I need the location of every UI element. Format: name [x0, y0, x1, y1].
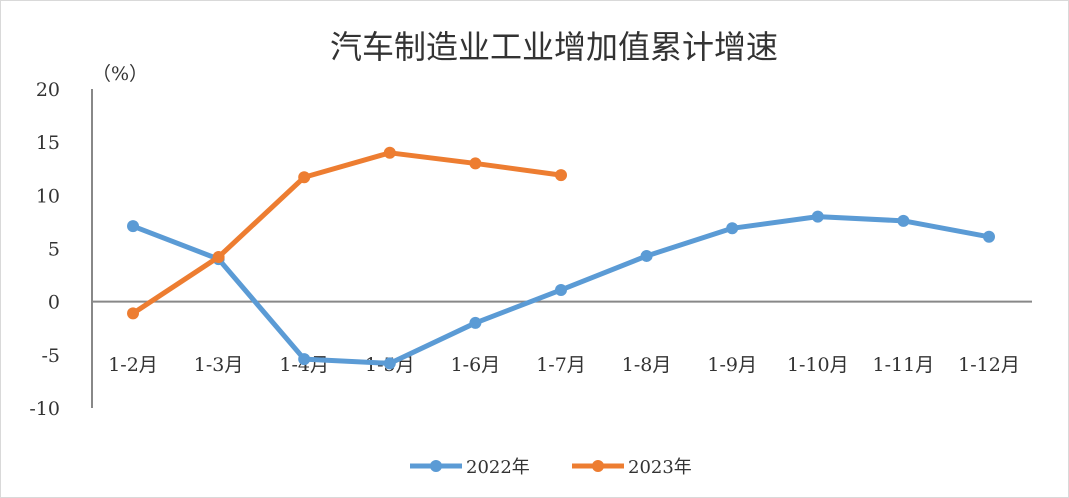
data-point [469, 316, 482, 329]
data-point [983, 230, 995, 243]
y-tick-label: 10 [36, 185, 60, 207]
data-point [640, 249, 653, 262]
legend-item: 2023年 [572, 457, 692, 478]
x-tick-label: 1-9月 [707, 354, 757, 376]
x-tick-label: 1-6月 [451, 354, 501, 376]
data-point [298, 353, 311, 366]
data-point [469, 157, 482, 170]
data-point [298, 171, 311, 184]
x-tick-label: 1-3月 [194, 354, 244, 376]
data-point [383, 146, 396, 159]
legend-marker [592, 460, 604, 472]
data-point [127, 220, 139, 233]
data-point [127, 307, 139, 320]
legend-item: 2022年 [410, 457, 530, 478]
series-line-2023年 [131, 150, 562, 316]
chart-title: 汽车制造业工业增加值累计增速 [330, 28, 778, 66]
x-tick-label: 1-7月 [536, 354, 586, 376]
y-tick-label: 5 [48, 239, 60, 261]
x-tick-label: 1-11月 [873, 354, 935, 376]
x-tick-label: 1-2月 [108, 354, 158, 376]
y-axis-unit: （%） [92, 63, 148, 85]
data-point [383, 357, 396, 370]
y-tick-label: 15 [36, 132, 60, 154]
data-point [726, 222, 739, 235]
x-tick-label: 1-8月 [622, 354, 672, 376]
legend-marker [430, 460, 442, 472]
data-point [212, 251, 225, 264]
x-tick-label: 1-10月 [787, 354, 849, 376]
legend-label: 2022年 [466, 457, 530, 478]
y-tick-label: -10 [29, 398, 60, 420]
legend-label: 2023年 [628, 457, 692, 478]
y-tick-label: -5 [41, 345, 60, 367]
x-tick-label: 1-12月 [958, 354, 1020, 376]
data-point [555, 169, 567, 182]
data-point [811, 210, 824, 223]
y-tick-label: 0 [48, 292, 60, 314]
data-point [555, 283, 567, 296]
y-tick-label: 20 [36, 79, 60, 101]
data-point [897, 214, 910, 227]
